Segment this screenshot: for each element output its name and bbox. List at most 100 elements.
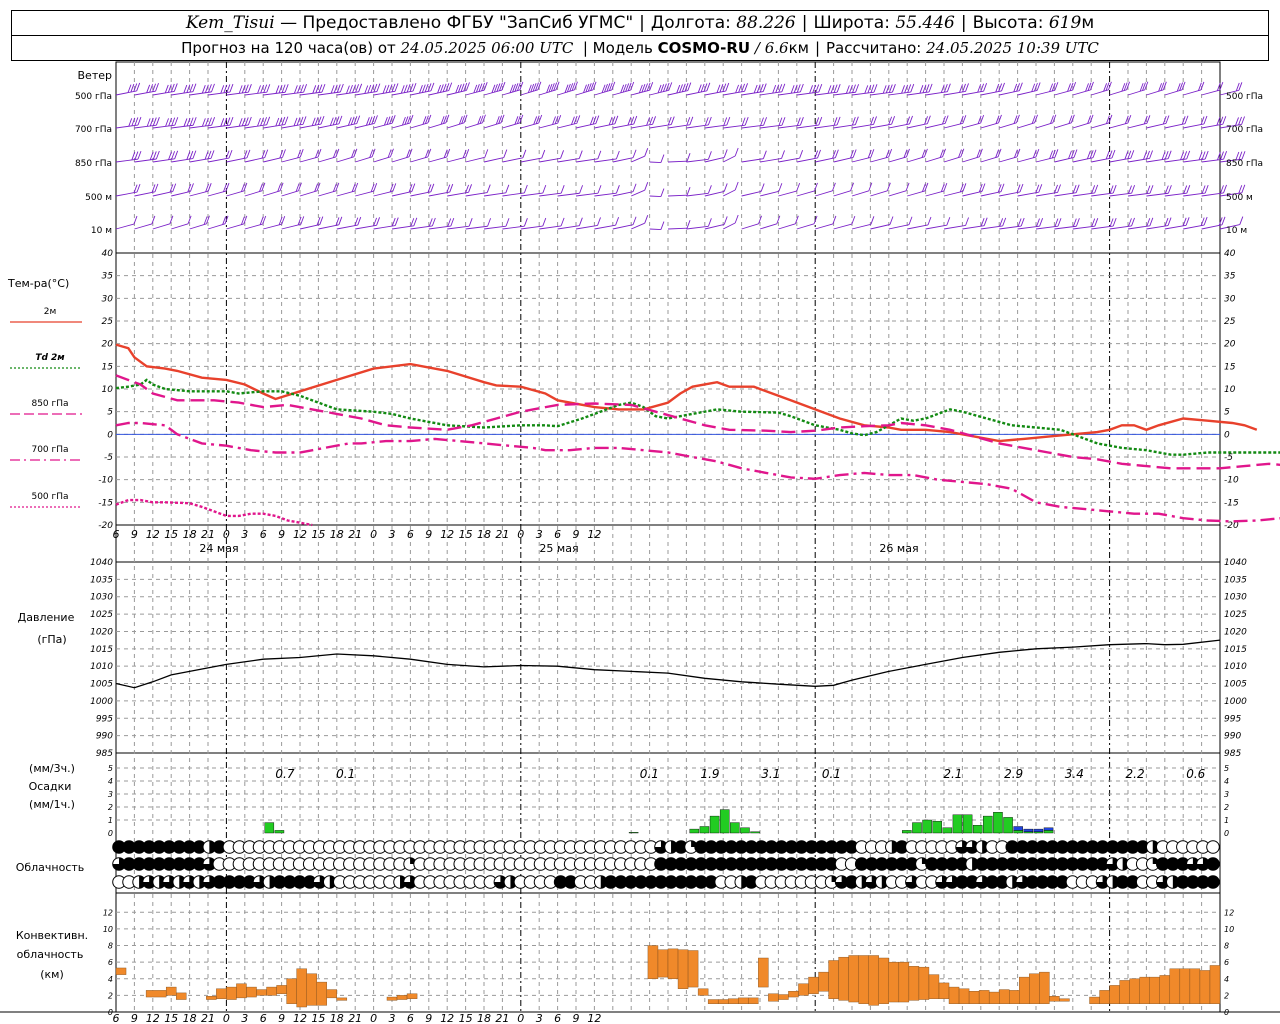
pressure-tick-left: 990 (96, 732, 113, 742)
wind-barb-feather (241, 84, 246, 94)
wind-barb (483, 89, 503, 96)
wind-barb-feather (278, 216, 283, 226)
provider-text: — Предоставлено ФГБУ "ЗапСиб УГМС" (280, 13, 634, 33)
wind-barb-feather (962, 183, 967, 192)
wind-barb (483, 157, 504, 163)
wind-barb-feather (1167, 217, 1172, 226)
wind-barb (336, 190, 355, 197)
temp-tick-left: 40 (102, 249, 114, 259)
wind-barb-feather (514, 116, 519, 125)
wind-barb (1219, 124, 1242, 129)
pressure-tick-left: 1030 (90, 593, 113, 603)
wind-barb (575, 89, 594, 96)
wind-barb (299, 123, 322, 129)
wind-barb (723, 124, 746, 129)
conv-tick-right: 12 (1224, 908, 1234, 917)
temp-tick-right: 10 (1224, 385, 1236, 395)
wind-barb-feather (170, 83, 175, 93)
wind-barb-feather (149, 117, 154, 127)
wind-barb-feather (652, 116, 656, 125)
wind-barb (796, 223, 815, 230)
wind-barb-feather (314, 183, 319, 192)
wind-barb-feather (998, 83, 1003, 92)
conv-cloud-bar (798, 983, 809, 996)
wind-barb (888, 224, 910, 230)
wind-barb-feather (332, 116, 337, 126)
wind-barb-feather (597, 217, 601, 226)
wind-barb-feather (778, 84, 783, 93)
wind-barb-feather (1091, 185, 1096, 194)
wind-barb (171, 124, 194, 129)
wind-barb (649, 195, 661, 197)
wind-barb-feather (171, 117, 176, 126)
wind-barb (704, 124, 727, 129)
wind-barb-feather (614, 115, 619, 124)
wind-barb-feather (778, 117, 783, 126)
pressure-tick-right: 985 (1224, 749, 1241, 759)
wind-barb (815, 190, 833, 197)
wind-barb-feather (684, 83, 689, 92)
wind-barb-feather (500, 114, 505, 123)
wind-barb-feather (519, 81, 524, 91)
conv-cloud-bar (828, 960, 839, 999)
wind-barb (667, 227, 688, 230)
wind-barb-feather (943, 83, 948, 93)
wind-barb-feather (905, 182, 910, 192)
wind-barb-feather (615, 185, 620, 194)
cloud-symbol-fill (564, 875, 577, 889)
wind-barb-feather (679, 84, 683, 93)
cloud-symbol-fill (785, 857, 798, 871)
wind-barb-feather (1105, 115, 1110, 124)
wind-barb-feather (707, 185, 712, 194)
wind-barb-feather (367, 84, 372, 94)
wind-barb-feather (204, 84, 209, 93)
precip-bar-snow (1033, 828, 1044, 832)
wind-barb (1219, 224, 1240, 230)
wind-barb-feather (924, 182, 929, 192)
cloud-symbol-fill (905, 875, 919, 889)
wind-barb-feather (479, 115, 484, 124)
wind-barb-feather (1222, 116, 1227, 125)
pressure-line (115, 639, 1221, 689)
wind-barb (391, 156, 410, 163)
cloud-symbol-fill (875, 857, 889, 871)
wind-barb-feather (1075, 184, 1080, 193)
wind-barb (907, 156, 925, 163)
wind-barb-feather (1146, 218, 1151, 227)
wind-barb (1146, 225, 1169, 230)
wind-barb-feather (406, 149, 411, 158)
wind-barb-feather (277, 183, 282, 192)
wind-barb-feather (461, 115, 466, 124)
wind-barb-feather (226, 117, 231, 126)
wind-barb (115, 124, 139, 129)
wind-barb-feather (833, 84, 838, 93)
cloud-symbol-fill (1186, 875, 1200, 889)
wind-barb-feather (1183, 151, 1188, 160)
wind-barb-feather (646, 117, 651, 126)
wind-barb-feather (427, 148, 432, 158)
wind-barb-feather (192, 83, 197, 92)
wind-barb-feather (851, 215, 856, 225)
temp-legend-label: 850 гПа (31, 399, 68, 409)
wind-barb-feather (186, 84, 191, 93)
cloud-symbol-fill (634, 875, 648, 889)
precip-tick-left: 3 (108, 790, 113, 799)
wind-barb-feather (735, 84, 740, 94)
wind-barb-feather (827, 85, 832, 94)
conv-xtick: 9 (131, 1012, 138, 1024)
temp-xtick: 18 (183, 528, 197, 541)
wind-barb-feather (238, 118, 243, 127)
wind-barb-feather (152, 83, 157, 92)
conv-cloud-bar (296, 968, 307, 1008)
wind-barb-feather (809, 85, 813, 94)
wind-barb-feather (368, 116, 373, 125)
latitude-value: 55.446 (895, 13, 955, 33)
wind-barb (520, 225, 543, 230)
wind-barb-feather (627, 117, 632, 126)
cloud-symbol-fill (694, 875, 708, 889)
cloud-symbol-fill (1166, 857, 1180, 871)
temp-tick-right: 0 (1224, 430, 1230, 440)
wind-barb (943, 225, 966, 230)
wind-barb-feather (794, 215, 799, 224)
wind-barb-feather (465, 149, 470, 158)
